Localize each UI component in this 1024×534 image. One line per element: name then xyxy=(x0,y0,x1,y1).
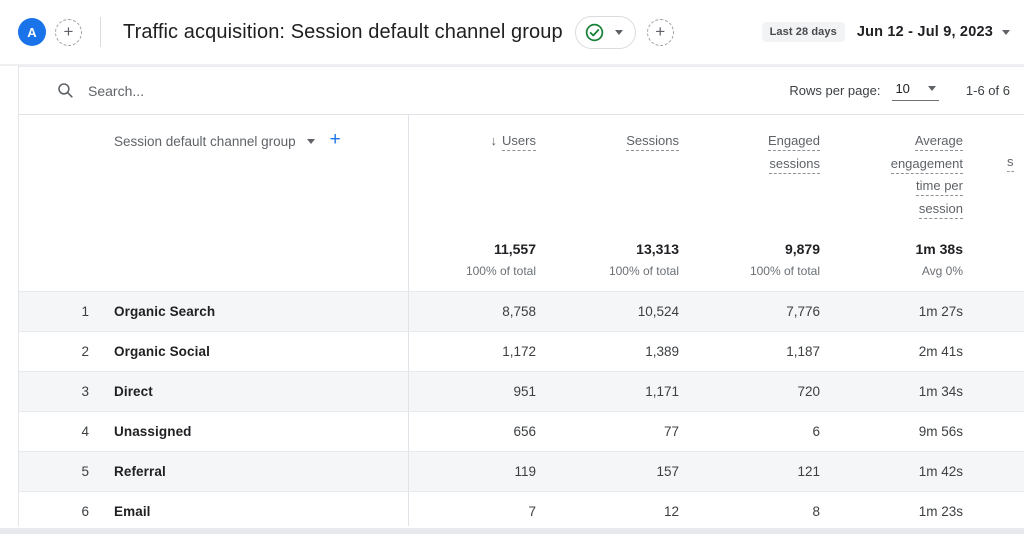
date-preset-badge: Last 28 days xyxy=(761,22,845,42)
engaged-sessions-value: 6 xyxy=(812,424,820,439)
sessions-value: 1,389 xyxy=(645,344,679,359)
users-value: 119 xyxy=(514,464,536,479)
engaged-sessions-value: 8 xyxy=(812,504,820,519)
users-value: 656 xyxy=(513,424,536,439)
totals-users: 11,557 100% of total xyxy=(465,241,536,278)
avg-engagement-time-value: 1m 34s xyxy=(918,384,963,399)
table-row: 6 Email 7 12 8 1m 23s xyxy=(19,492,1024,526)
add-report-button[interactable]: + xyxy=(646,18,674,46)
row-index: 1 xyxy=(81,304,89,319)
report-topbar: A + Traffic acquisition: Session default… xyxy=(0,0,1024,66)
row-index: 4 xyxy=(81,424,89,439)
table-header-row: Session default channel group + ↓ Users S… xyxy=(19,115,1024,229)
table-row: 2 Organic Social 1,172 1,389 1,187 2m 41… xyxy=(19,332,1024,372)
avg-engagement-time-value: 1m 23s xyxy=(918,504,963,519)
column-header-sessions[interactable]: Sessions xyxy=(536,115,679,229)
table-row: 3 Direct 951 1,171 720 1m 34s xyxy=(19,372,1024,412)
report-status-dropdown[interactable] xyxy=(574,15,636,49)
rows-per-page-select[interactable]: 10 xyxy=(892,80,939,101)
users-value: 7 xyxy=(528,504,536,519)
plus-icon: + xyxy=(655,22,666,41)
column-header-users[interactable]: ↓ Users xyxy=(409,115,536,229)
dimension-header-dropdown[interactable]: Session default channel group xyxy=(114,134,296,149)
sessions-value: 12 xyxy=(663,504,679,519)
sort-desc-arrow-icon: ↓ xyxy=(490,133,498,148)
engaged-sessions-value: 1,187 xyxy=(786,344,820,359)
table-totals-row: 11,557 100% of total 13,313 100% of tota… xyxy=(19,229,1024,292)
engaged-sessions-value: 121 xyxy=(797,464,820,479)
chevron-down-icon xyxy=(1002,29,1010,35)
users-value: 1,172 xyxy=(502,344,536,359)
add-comparison-button[interactable]: + xyxy=(55,18,82,46)
row-index: 2 xyxy=(81,344,89,359)
channel-name: Email xyxy=(114,504,151,519)
report-table-card: Rows per page: 10 1-6 of 6 Session defau… xyxy=(18,66,1024,526)
totals-sessions: 13,313 100% of total xyxy=(608,241,679,278)
chevron-down-icon xyxy=(927,85,936,91)
channel-name: Organic Social xyxy=(114,344,210,359)
totals-dimension-cell xyxy=(19,229,409,291)
rows-per-page-value: 10 xyxy=(895,80,910,96)
engaged-sessions-value: 720 xyxy=(797,384,820,399)
sessions-value: 10,524 xyxy=(637,304,679,319)
plus-icon: + xyxy=(63,22,74,41)
channel-name: Direct xyxy=(114,384,153,399)
pagination-range: 1-6 of 6 xyxy=(965,83,1010,98)
pagination-controls: Rows per page: 10 1-6 of 6 xyxy=(789,81,1024,101)
table-toolbar: Rows per page: 10 1-6 of 6 xyxy=(19,67,1024,115)
sessions-value: 1,171 xyxy=(645,384,679,399)
sessions-value: 77 xyxy=(663,424,679,439)
rows-per-page-label: Rows per page: xyxy=(789,83,881,98)
column-header-avg-engagement-time[interactable]: Average engagement time per session xyxy=(820,115,963,229)
avg-engagement-time-value: 1m 42s xyxy=(918,464,963,479)
date-range-text: Jun 12 - Jul 9, 2023 xyxy=(856,24,993,40)
channel-name: Referral xyxy=(114,464,166,479)
row-index: 6 xyxy=(81,504,89,519)
chevron-down-icon[interactable] xyxy=(306,139,315,144)
sessions-value: 157 xyxy=(656,464,679,479)
search-input[interactable] xyxy=(88,82,388,99)
channel-name: Organic Search xyxy=(114,304,216,319)
row-index: 3 xyxy=(81,384,89,399)
avatar-letter: A xyxy=(27,24,37,40)
table-row: 5 Referral 119 157 121 1m 42s xyxy=(19,452,1024,492)
users-value: 8,758 xyxy=(502,304,536,319)
add-dimension-button[interactable]: + xyxy=(329,129,341,150)
table-row: 4 Unassigned 656 77 6 9m 56s xyxy=(19,412,1024,452)
table-row: 1 Organic Search 8,758 10,524 7,776 1m 2… xyxy=(19,292,1024,332)
page-bottom-strip xyxy=(0,528,1024,534)
topbar-divider xyxy=(100,17,101,47)
check-circle-icon xyxy=(584,22,605,43)
totals-engaged-sessions: 9,879 100% of total xyxy=(749,241,820,278)
users-value: 951 xyxy=(513,384,536,399)
column-header-clipped[interactable]: s xyxy=(963,115,1024,229)
search-icon xyxy=(56,81,75,100)
date-range-picker[interactable]: Last 28 days Jun 12 - Jul 9, 2023 xyxy=(761,22,1010,42)
page-title: Traffic acquisition: Session default cha… xyxy=(123,20,563,43)
column-header-engaged-sessions[interactable]: Engaged sessions xyxy=(679,115,820,229)
row-index: 5 xyxy=(81,464,89,479)
dimension-header-cell: Session default channel group + xyxy=(19,115,409,229)
avg-engagement-time-value: 9m 56s xyxy=(918,424,963,439)
totals-avg-engagement-time: 1m 38s Avg 0% xyxy=(915,241,963,278)
totals-clipped xyxy=(963,229,1024,291)
avg-engagement-time-value: 2m 41s xyxy=(918,344,963,359)
chevron-down-icon xyxy=(614,29,623,35)
engaged-sessions-value: 7,776 xyxy=(786,304,820,319)
comparison-avatar[interactable]: A xyxy=(18,18,46,46)
channel-name: Unassigned xyxy=(114,424,192,439)
avg-engagement-time-value: 1m 27s xyxy=(918,304,963,319)
